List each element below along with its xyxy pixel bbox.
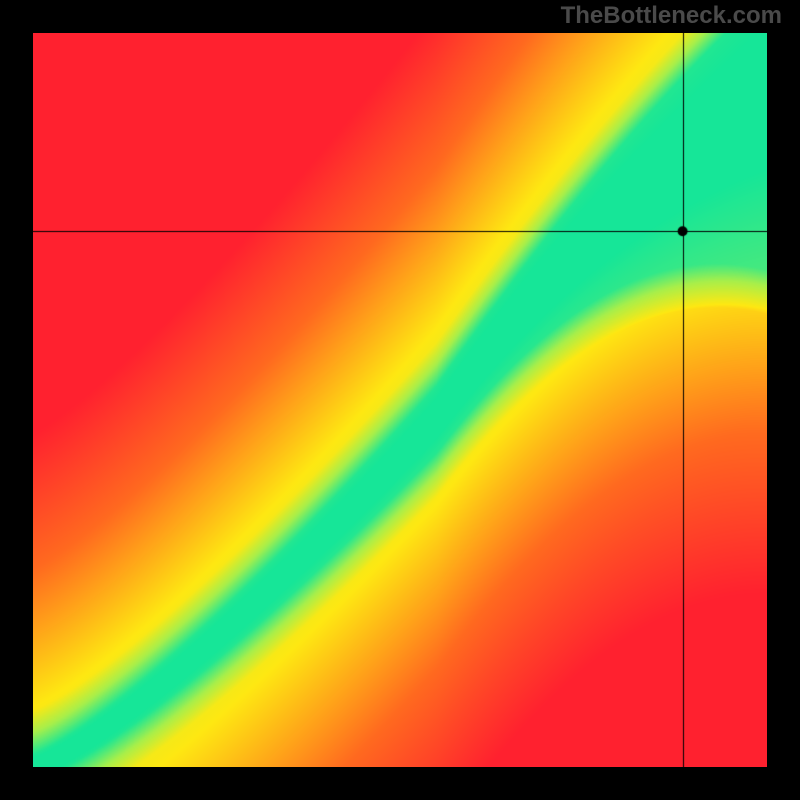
heatmap-canvas [33, 33, 767, 767]
watermark: TheBottleneck.com [561, 2, 782, 30]
